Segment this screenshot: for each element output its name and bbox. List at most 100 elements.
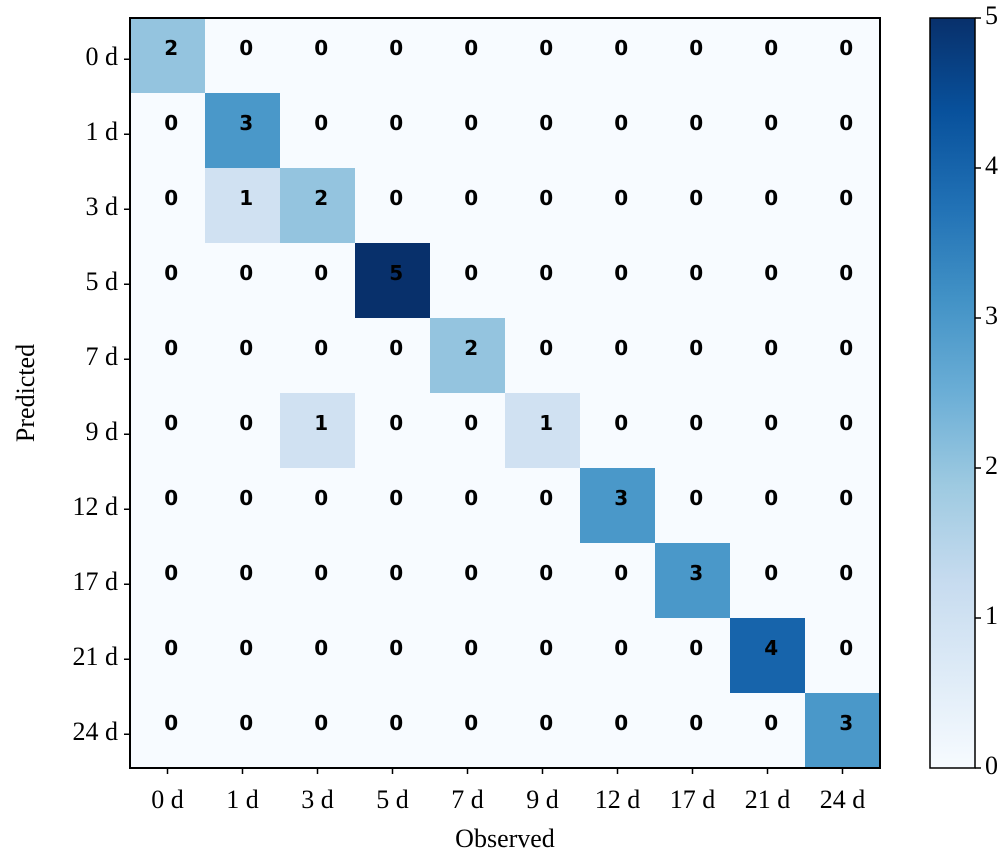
heatmap-cell xyxy=(655,468,730,543)
cell-label: 0 xyxy=(164,111,178,135)
heatmap-cell xyxy=(805,393,880,468)
heatmap-cell xyxy=(655,168,730,243)
cell-label: 0 xyxy=(464,711,478,735)
heatmap-cell xyxy=(505,543,580,618)
cell-label: 0 xyxy=(614,336,628,360)
heatmap-cell xyxy=(280,693,355,768)
x-tick-label: 9 d xyxy=(526,785,559,814)
x-tick-label: 7 d xyxy=(451,785,484,814)
heatmap-cell xyxy=(430,18,505,93)
cell-label: 0 xyxy=(539,636,553,660)
heatmap-cell xyxy=(730,618,805,693)
cell-label: 0 xyxy=(839,186,853,210)
cell-label: 0 xyxy=(614,561,628,585)
cell-label: 0 xyxy=(389,186,403,210)
heatmap-cell xyxy=(130,693,205,768)
cell-label: 0 xyxy=(164,336,178,360)
heatmap-cell xyxy=(430,543,505,618)
cell-label: 1 xyxy=(314,411,328,435)
y-tick-label: 12 d xyxy=(73,492,119,521)
cell-label: 0 xyxy=(239,636,253,660)
cell-label: 0 xyxy=(689,411,703,435)
cell-label: 0 xyxy=(464,111,478,135)
cell-label: 0 xyxy=(689,336,703,360)
heatmap-cell xyxy=(505,693,580,768)
heatmap-cell xyxy=(280,243,355,318)
cell-label: 0 xyxy=(689,636,703,660)
heatmap-cell xyxy=(580,93,655,168)
heatmap-cell xyxy=(280,543,355,618)
cell-label: 0 xyxy=(239,336,253,360)
heatmap-cell xyxy=(730,168,805,243)
heatmap-cell xyxy=(655,93,730,168)
cell-label: 0 xyxy=(464,561,478,585)
cell-label: 0 xyxy=(164,636,178,660)
heatmap-cell xyxy=(805,168,880,243)
heatmap-cell xyxy=(730,393,805,468)
cell-label: 0 xyxy=(764,111,778,135)
heatmap-cell xyxy=(430,318,505,393)
y-tick-label: 24 d xyxy=(73,717,119,746)
heatmap-cell xyxy=(430,468,505,543)
heatmap-cell xyxy=(355,18,430,93)
heatmap-cell xyxy=(805,18,880,93)
cell-label: 0 xyxy=(839,336,853,360)
y-tick-label: 0 d xyxy=(86,42,119,71)
heatmap-cell xyxy=(430,168,505,243)
heatmap-cell xyxy=(355,618,430,693)
x-axis-label: Observed xyxy=(455,824,555,853)
cell-label: 0 xyxy=(164,186,178,210)
heatmap-cell xyxy=(580,243,655,318)
cell-label: 0 xyxy=(614,186,628,210)
heatmap-cell xyxy=(505,93,580,168)
cell-label: 0 xyxy=(464,261,478,285)
heatmap-cell xyxy=(505,243,580,318)
cell-label: 0 xyxy=(689,186,703,210)
heatmap-cell xyxy=(730,243,805,318)
cell-label: 0 xyxy=(314,636,328,660)
heatmap-cell xyxy=(430,243,505,318)
cell-label: 0 xyxy=(539,111,553,135)
heatmap-cell xyxy=(805,93,880,168)
colorbar-tick-label: 4 xyxy=(985,151,998,180)
cell-label: 0 xyxy=(764,261,778,285)
cell-label: 0 xyxy=(464,486,478,510)
cell-label: 0 xyxy=(314,486,328,510)
cell-label: 0 xyxy=(239,261,253,285)
heatmap-cell xyxy=(355,543,430,618)
heatmap-cell xyxy=(505,318,580,393)
x-tick-label: 3 d xyxy=(301,785,334,814)
heatmap-cell xyxy=(205,93,280,168)
cell-label: 0 xyxy=(164,261,178,285)
cell-label: 0 xyxy=(614,411,628,435)
cell-label: 4 xyxy=(764,636,778,660)
heatmap-cell xyxy=(730,693,805,768)
heatmap-cell xyxy=(430,618,505,693)
cell-label: 0 xyxy=(689,111,703,135)
heatmap-cell xyxy=(355,318,430,393)
heatmap-cell xyxy=(655,618,730,693)
heatmap-cell xyxy=(205,543,280,618)
y-tick-label: 7 d xyxy=(86,342,119,371)
cell-label: 0 xyxy=(389,486,403,510)
cell-label: 0 xyxy=(164,561,178,585)
heatmap-cell xyxy=(505,618,580,693)
heatmap-cell xyxy=(580,468,655,543)
cell-label: 0 xyxy=(314,336,328,360)
x-tick-label: 24 d xyxy=(820,785,866,814)
cell-label: 0 xyxy=(764,36,778,60)
heatmap-cell xyxy=(730,18,805,93)
cell-label: 0 xyxy=(839,411,853,435)
heatmap-cell xyxy=(205,318,280,393)
heatmap-cell xyxy=(280,618,355,693)
heatmap-cell xyxy=(355,468,430,543)
cell-label: 0 xyxy=(464,636,478,660)
colorbar-tick-label: 0 xyxy=(985,751,998,780)
colorbar-tick-label: 5 xyxy=(985,1,998,30)
cell-label: 0 xyxy=(239,411,253,435)
heatmap-cell xyxy=(580,318,655,393)
cell-label: 0 xyxy=(539,261,553,285)
heatmap-cell xyxy=(655,318,730,393)
heatmap-cell xyxy=(280,393,355,468)
heatmap-cell xyxy=(355,168,430,243)
